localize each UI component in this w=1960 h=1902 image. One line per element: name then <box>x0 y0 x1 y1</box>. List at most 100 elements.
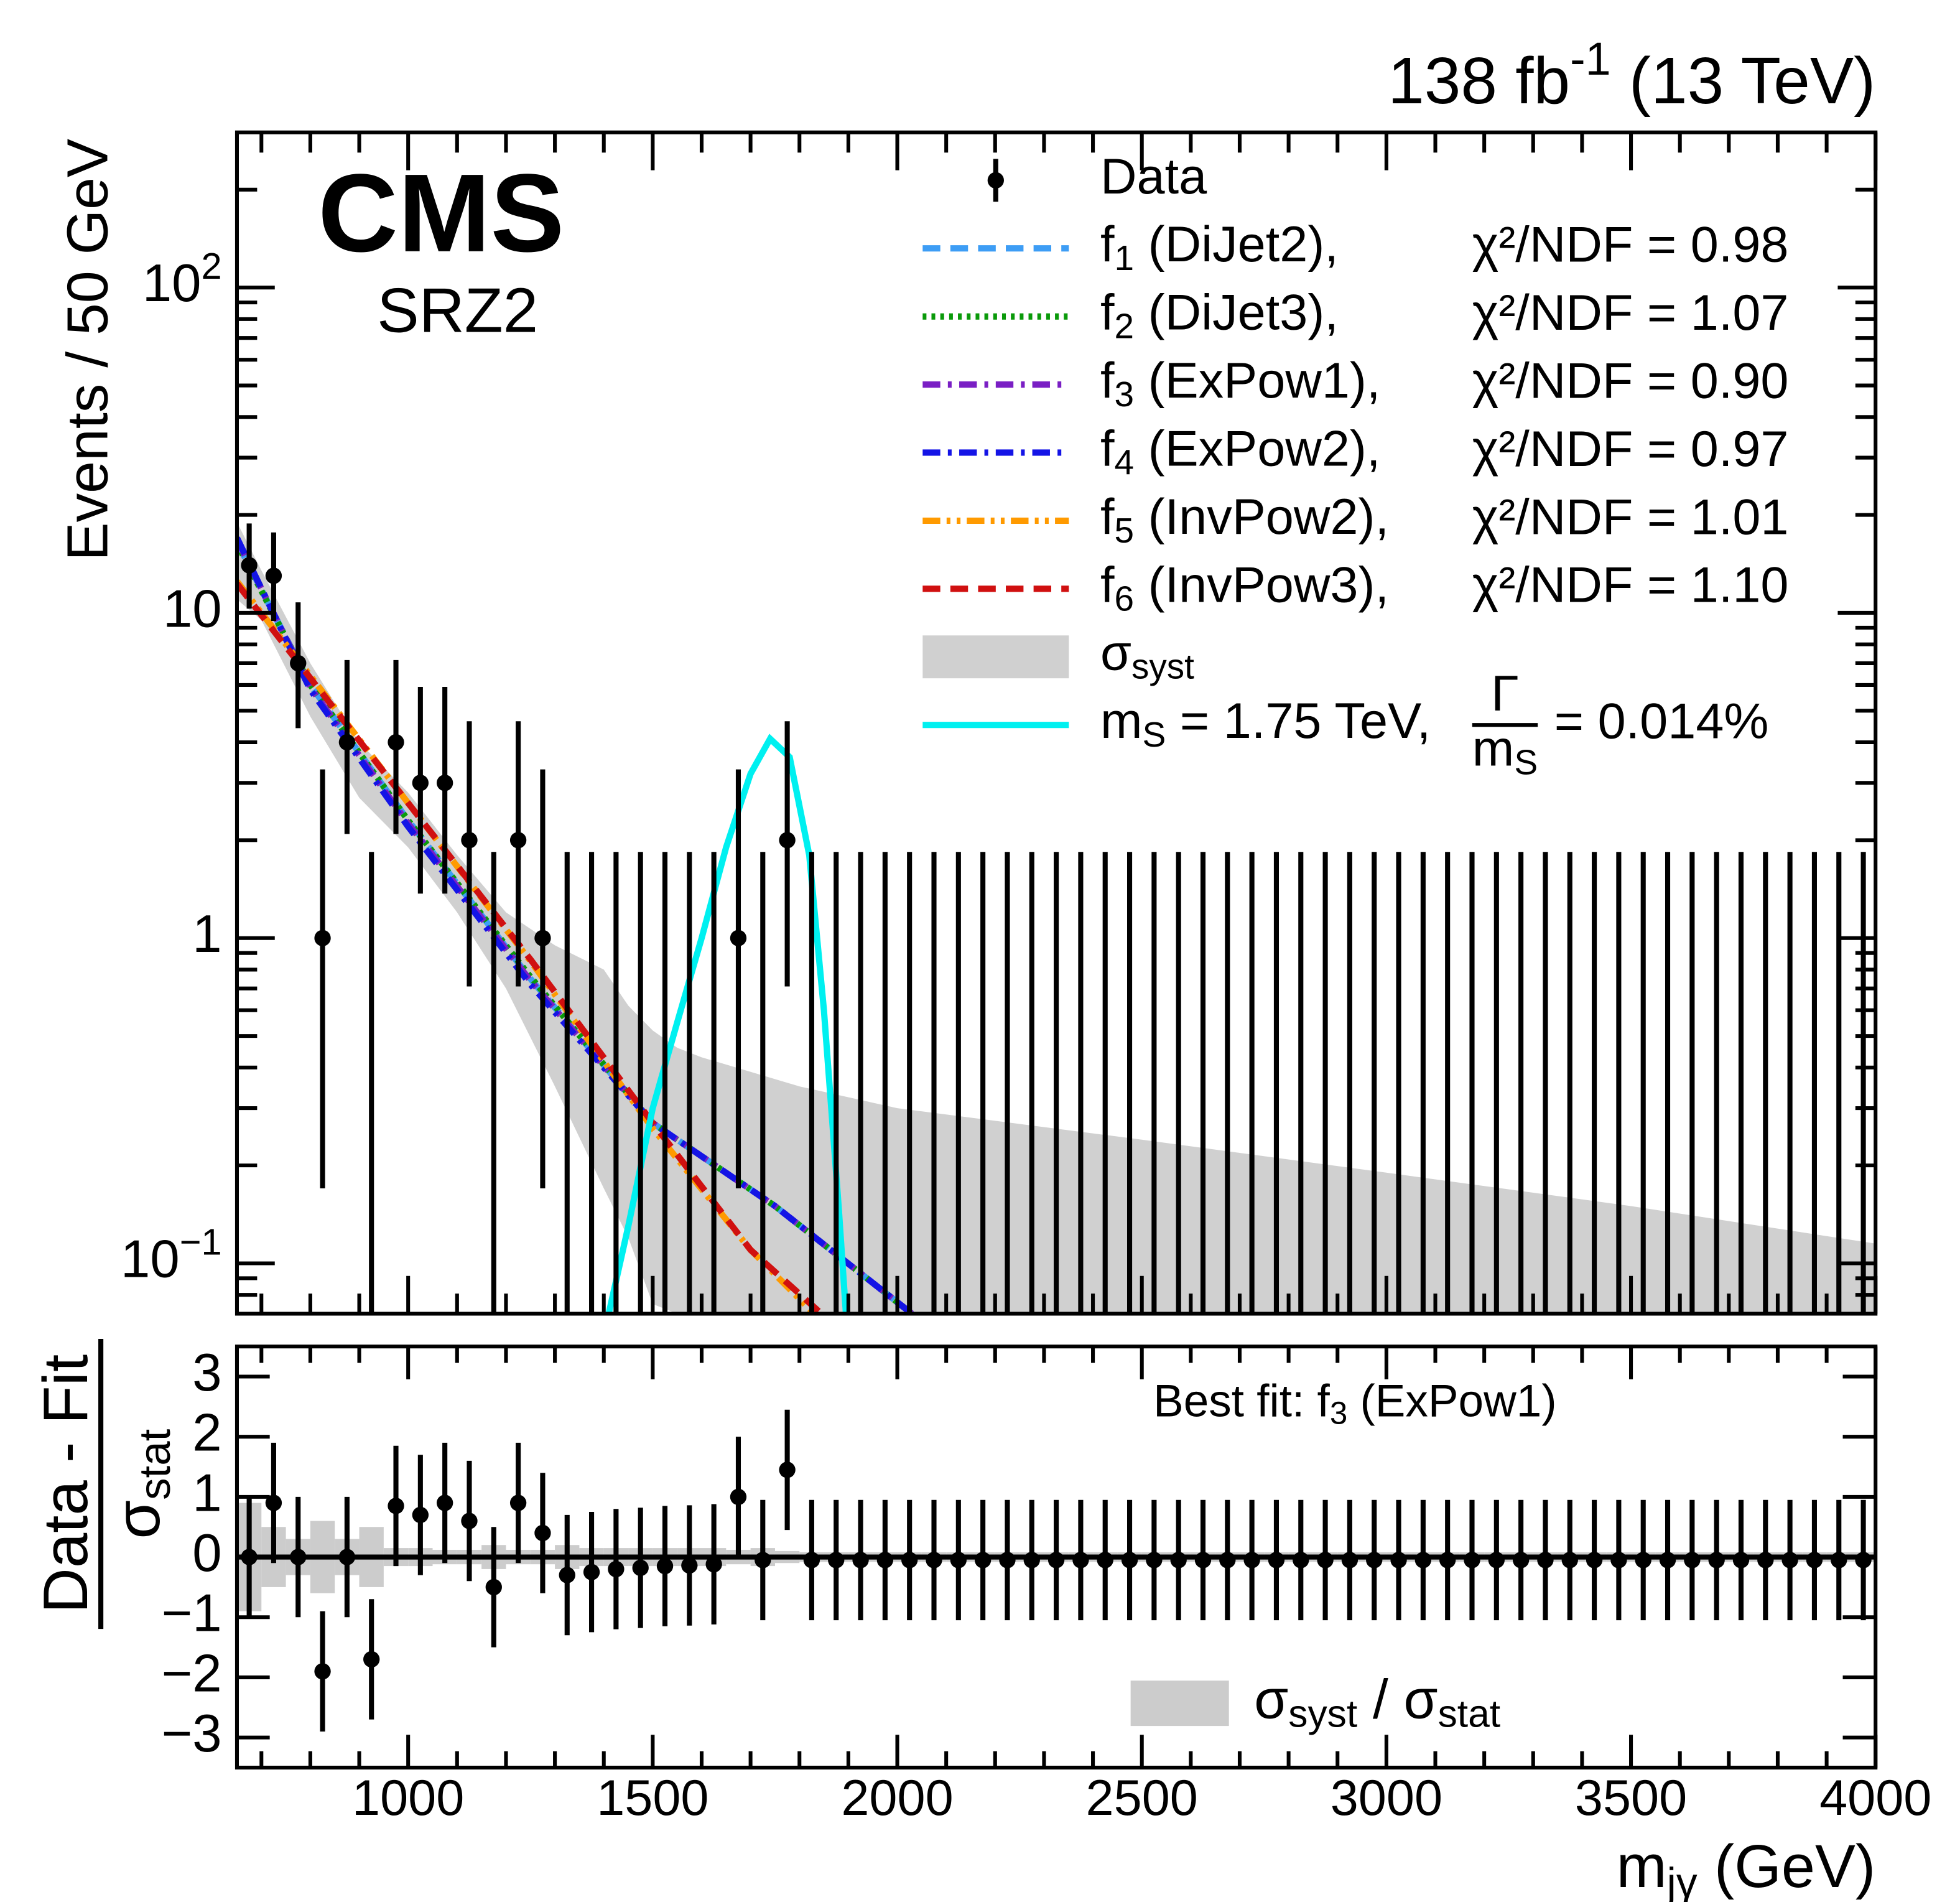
data-point <box>755 1552 771 1569</box>
data-point <box>1097 1552 1113 1569</box>
data-point <box>999 1552 1016 1569</box>
legend-label-part: f <box>1100 421 1115 477</box>
legend-label: f2 (DiJet3), <box>1100 285 1339 347</box>
data-point <box>509 832 527 849</box>
legend-symbol <box>1130 1681 1229 1727</box>
region-label: SRZ2 <box>377 275 538 345</box>
plot-frame <box>235 130 1878 1316</box>
data-point <box>1072 1552 1089 1569</box>
data-point <box>1268 1552 1285 1569</box>
y-tick-label: 2 <box>192 1404 221 1463</box>
legend-label-part: 4 <box>1115 443 1135 482</box>
data-point <box>779 832 796 849</box>
data-point <box>1194 1552 1212 1569</box>
data-point <box>1635 1552 1651 1569</box>
data-point <box>950 1552 967 1569</box>
data-point <box>314 1663 331 1680</box>
data-point <box>1537 1552 1554 1569</box>
legend-label-part: (ExPow1), <box>1134 353 1380 409</box>
y-axis-title: Data - Fit σstat <box>30 1339 180 1629</box>
data-point <box>1243 1552 1260 1569</box>
y-tick-label: −2 <box>162 1644 222 1703</box>
x-tick-label: 4000 <box>1819 1770 1931 1826</box>
data-point <box>681 1557 698 1574</box>
y-title-denominator-part: σ <box>103 1500 173 1539</box>
fit-curve <box>605 734 850 1314</box>
data-point <box>265 1494 282 1511</box>
data-point <box>461 832 478 849</box>
y-axis-title: Events / 50 GeV <box>55 139 120 561</box>
data-point <box>1806 1552 1823 1569</box>
data-point <box>803 1552 820 1569</box>
data-point <box>1757 1552 1774 1569</box>
data-point <box>1732 1552 1750 1569</box>
legend-label-part: 5 <box>1115 511 1135 551</box>
legend-label-part: = 1.75 TeV, <box>1166 694 1431 750</box>
legend-chi2: χ²/NDF = 1.01 <box>1472 489 1789 545</box>
data-point <box>363 1651 380 1668</box>
y-tick-label-part: 10 <box>142 254 202 314</box>
data-point <box>265 567 282 584</box>
data-point <box>388 734 404 751</box>
legend-label-part: f <box>1100 285 1115 341</box>
lumi-label-part: (13 TeV) <box>1611 45 1876 118</box>
data-point <box>608 1560 625 1578</box>
legend-label: f3 (ExPow1), <box>1100 353 1380 414</box>
y-tick-label-part: 2 <box>201 245 221 287</box>
data-point <box>485 1578 502 1596</box>
data-point <box>583 1564 600 1580</box>
legend-chi2: χ²/NDF = 1.07 <box>1472 285 1789 341</box>
fit-curve <box>236 536 914 1314</box>
legend-label-part: σ <box>1254 1667 1288 1730</box>
x-tick-label: 2000 <box>841 1770 953 1826</box>
x-tick-label: 3500 <box>1575 1770 1687 1826</box>
y-title-denominator: σstat <box>103 1429 180 1539</box>
data-point <box>730 1488 747 1506</box>
x-tick-label: 3000 <box>1331 1770 1442 1826</box>
legend-label: Data <box>1100 149 1207 205</box>
data-point <box>1293 1552 1309 1569</box>
data-point <box>534 1524 551 1542</box>
legend-label-part: 1 <box>1115 239 1135 278</box>
legend-label-part: / σ <box>1357 1667 1437 1730</box>
data-point <box>412 1506 429 1524</box>
data-point <box>1341 1552 1359 1569</box>
data-point <box>509 1494 527 1511</box>
data-point <box>1219 1552 1236 1569</box>
legend-label-part: 2 <box>1115 307 1135 347</box>
data-point <box>1464 1552 1480 1569</box>
data-point <box>1023 1552 1040 1569</box>
data-point <box>876 1552 894 1569</box>
y-tick-label: 10 <box>163 579 222 638</box>
data-point <box>1121 1552 1138 1569</box>
annotation-part: 3 <box>1330 1396 1347 1431</box>
data-point <box>926 1552 942 1569</box>
legend-label-part: stat <box>1438 1693 1501 1736</box>
data-point <box>388 1498 404 1514</box>
data-point <box>1708 1552 1725 1569</box>
legend-label-part: syst <box>1288 1693 1357 1736</box>
y-tick-label: 10−1 <box>121 1221 222 1289</box>
lumi-label: 138 fb-1 (13 TeV) <box>1388 33 1875 117</box>
legend-width-value: = 0.014% <box>1540 694 1768 750</box>
x-axis-title-part: jγ <box>1666 1859 1698 1902</box>
data-point <box>241 557 258 574</box>
legend-label-part: syst <box>1131 648 1194 687</box>
data-point <box>559 1567 575 1583</box>
data-point <box>1170 1552 1187 1569</box>
y-title-numerator: Data - Fit <box>30 1354 101 1614</box>
y-tick-label: −3 <box>162 1704 222 1763</box>
legend-label: σsyst / σstat <box>1254 1667 1500 1736</box>
legend-chi2: χ²/NDF = 0.90 <box>1472 353 1789 409</box>
y-tick-label: 3 <box>192 1343 221 1402</box>
data-point <box>534 930 551 946</box>
legend-label-part: (InvPow2), <box>1134 489 1389 545</box>
plot-area <box>236 522 1876 1314</box>
data-point <box>1414 1552 1432 1569</box>
x-axis-title-part: m <box>1617 1832 1667 1900</box>
data-point <box>1561 1552 1578 1569</box>
data-point <box>314 930 331 946</box>
data-point <box>632 1559 649 1577</box>
data-point <box>1488 1552 1505 1569</box>
